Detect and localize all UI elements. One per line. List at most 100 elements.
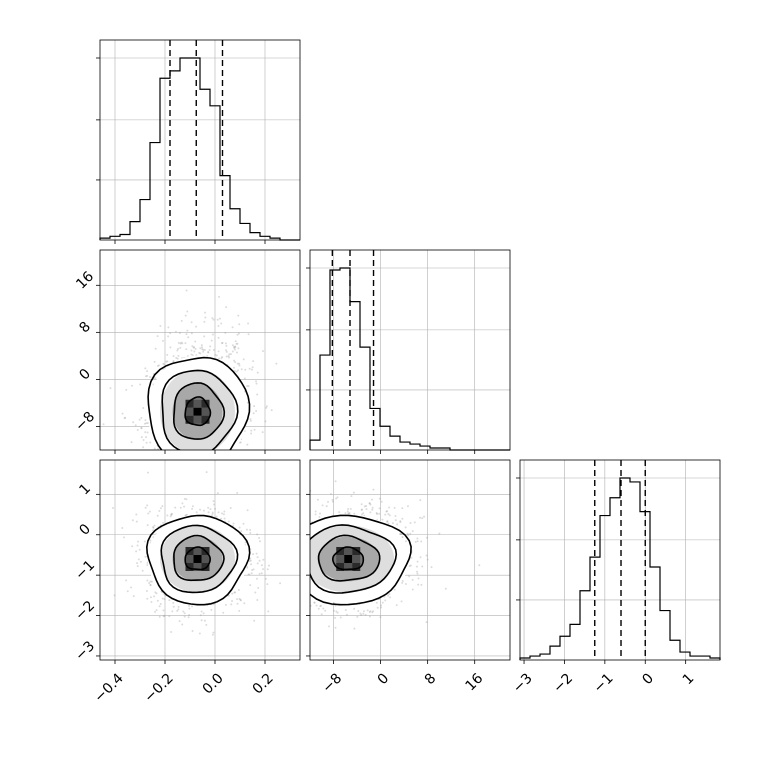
scatter-point (395, 604, 398, 607)
scatter-point (283, 592, 285, 594)
scatter-point (136, 565, 139, 568)
y-tick-label: 8 (76, 319, 94, 337)
scatter-point (156, 514, 159, 517)
scatter-point (239, 441, 242, 444)
scatter-point (223, 510, 226, 513)
scatter-point (388, 514, 391, 517)
scatter-point (404, 582, 407, 585)
density-pixel (201, 399, 210, 408)
scatter-point (170, 513, 173, 516)
scatter-point (154, 469, 156, 471)
scatter-point (252, 412, 255, 415)
scatter-point (302, 577, 304, 579)
scatter-point (368, 502, 371, 505)
scatter-point (360, 509, 363, 512)
scatter-point (409, 521, 412, 524)
scatter-point (165, 456, 167, 458)
scatter-point (289, 557, 291, 559)
histogram-step (99, 57, 300, 241)
scatter-point (250, 368, 253, 371)
scatter-point (148, 510, 151, 513)
x-tick-label: 16 (463, 670, 487, 694)
scatter-point (254, 591, 257, 594)
x-tick-label: −0.4 (91, 670, 126, 705)
y-tick-label: 16 (73, 268, 97, 292)
scatter-point (153, 360, 156, 363)
scatter-point (220, 342, 223, 345)
scatter-point (145, 590, 148, 593)
scatter-point (153, 524, 156, 527)
scatter-point (406, 505, 409, 508)
scatter-point (240, 530, 243, 533)
scatter-point (141, 451, 143, 453)
density-pixel (336, 546, 345, 555)
scatter-point (242, 522, 245, 525)
scatter-point (231, 326, 234, 329)
scatter-point (228, 353, 231, 356)
scatter-point (235, 370, 238, 373)
scatter-point (202, 348, 205, 351)
scatter-point (280, 537, 282, 539)
scatter-point (200, 467, 202, 469)
scatter-point (384, 599, 387, 602)
scatter-point (183, 497, 186, 500)
scatter-point (338, 511, 341, 514)
scatter-point (399, 532, 402, 535)
scatter-point (174, 330, 177, 333)
scatter-point (411, 588, 414, 591)
scatter-point (211, 633, 214, 636)
scatter-point (218, 462, 220, 464)
y-tick-label: 0 (76, 366, 94, 384)
scatter-point (207, 511, 210, 514)
scatter-point (297, 575, 299, 577)
scatter-point (307, 548, 309, 550)
scatter-point (209, 451, 211, 453)
scatter-point (372, 610, 375, 613)
scatter-point (388, 506, 391, 509)
density-pixel (193, 554, 202, 563)
scatter-point (174, 457, 176, 459)
scatter-point (177, 456, 179, 458)
scatter-point (191, 345, 194, 348)
scatter-point (406, 532, 409, 535)
scatter-point (176, 357, 179, 360)
scatter-panel-0-1 (96, 249, 301, 486)
scatter-point (217, 350, 220, 353)
y-tick-label: −1 (72, 557, 98, 583)
scatter-point (353, 512, 356, 515)
scatter-point (149, 464, 151, 466)
scatter-point (248, 367, 251, 370)
scatter-point (179, 506, 182, 509)
scatter-point (188, 477, 190, 479)
scatter-point (305, 579, 307, 581)
scatter-point (199, 352, 202, 355)
scatter-point (207, 351, 210, 354)
scatter-point (284, 592, 286, 594)
density-pixel (185, 407, 194, 416)
scatter-point (224, 481, 226, 483)
scatter-point (205, 471, 208, 474)
scatter-point (179, 342, 182, 345)
scatter-point (360, 614, 363, 617)
scatter-point (292, 574, 294, 576)
scatter-point (135, 550, 138, 553)
scatter-point (425, 554, 428, 557)
scatter-point (183, 615, 186, 618)
scatter-point (360, 508, 363, 511)
scatter-point (193, 450, 195, 452)
scatter-point (416, 560, 419, 563)
scatter-point (162, 615, 165, 618)
scatter-point (177, 457, 179, 459)
scatter-point (198, 484, 200, 486)
scatter-point (253, 478, 255, 480)
scatter-point (182, 610, 185, 613)
scatter-point (193, 346, 196, 349)
scatter-point (266, 583, 269, 586)
density-pixel (193, 415, 202, 424)
scatter-point (169, 346, 172, 349)
scatter-point (131, 545, 134, 548)
scatter-point (144, 419, 147, 422)
scatter-point (125, 388, 128, 391)
scatter-point (178, 332, 181, 335)
scatter-point (143, 422, 146, 425)
